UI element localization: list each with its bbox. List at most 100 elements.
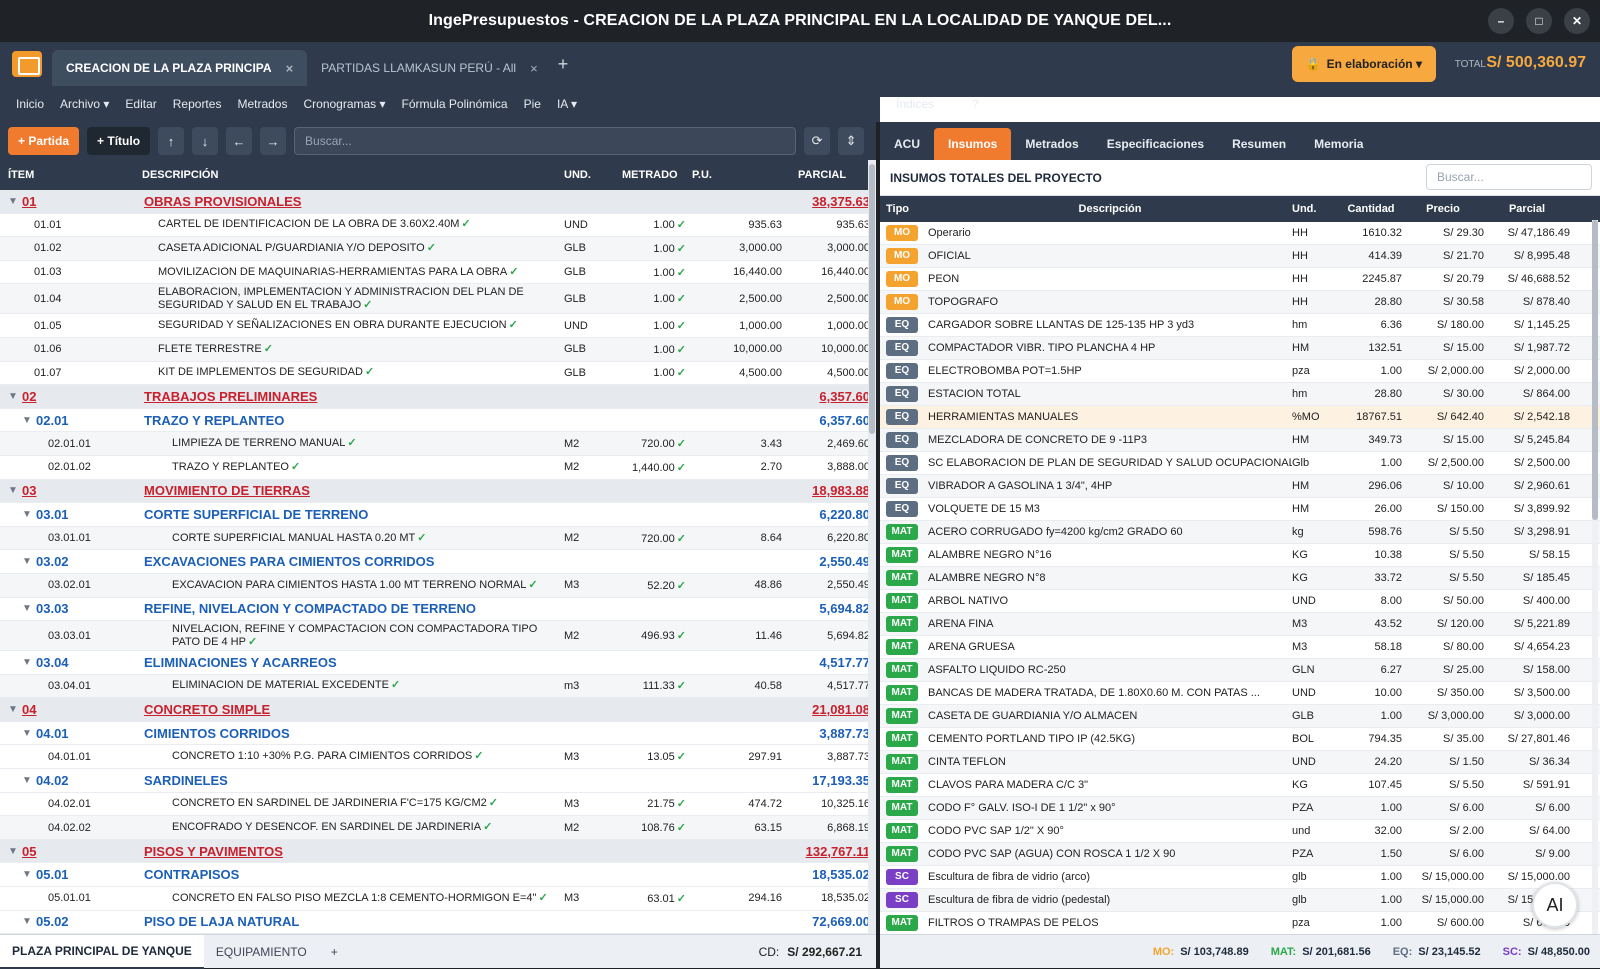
partida-row[interactable]: 01.04 ELABORACION, IMPLEMENTACION Y ADMIN… [0,284,876,315]
subchapter-row[interactable]: ▼ 03.04 ELIMINACIONES Y ACARREOS 4,517.77 [0,651,876,675]
chevron-down-icon[interactable]: ▼ [22,774,32,786]
indent-icon[interactable]: → [260,127,287,155]
outdent-icon[interactable]: ← [226,127,253,155]
menu-metrados[interactable]: Metrados [237,97,288,111]
subchapter-row[interactable]: ▼ 03.03 REFINE, NIVELACION Y COMPACTADO DE… [0,597,876,622]
tab-memoria[interactable]: Memoria [1314,137,1364,151]
budget-search-input[interactable]: Buscar... [294,127,797,155]
subchapter-row[interactable]: ▼ 04.02 SARDINELES 17,193.35 [0,769,876,793]
insumo-row[interactable]: MAT CODO PVC SAP 1/2" X 90° und 32.00 S/ 2.0… [880,820,1600,843]
menu-ia[interactable]: IA ▾ [556,97,577,111]
partida-row[interactable]: 04.02.01 CONCRETO EN SARDINEL DE JARDINER… [0,792,876,817]
chapter-row[interactable]: ▼ 02 TRABAJOS PRELIMINARES 6,357.60 [0,385,876,409]
move-down-icon[interactable]: ↓ [192,127,219,155]
move-up-icon[interactable]: ↑ [158,127,185,155]
insumo-row[interactable]: MAT CASETA DE GUARDIANIA Y/O ALMACEN GLB 1.… [880,705,1600,728]
insumos-search-input[interactable]: Buscar... [1426,164,1592,190]
partida-row[interactable]: 03.01.01 CORTE SUPERFICIAL MANUAL HASTA 0… [0,526,876,551]
insumo-row[interactable]: MAT ALAMBRE NEGRO N°16 KG 10.38 S/ 5.50 S/ 58… [880,544,1600,567]
insumo-row[interactable]: MAT FILTROS O TRAMPAS DE PELOS pza 1.00 S/ 6… [880,912,1600,935]
chapter-row[interactable]: ▼ 04 CONCRETO SIMPLE 21,081.08 [0,698,876,722]
chevron-down-icon[interactable]: ▼ [22,508,32,520]
add-titulo-button[interactable]: + Título [87,127,151,155]
chevron-down-icon[interactable]: ▼ [22,656,32,668]
insumo-row[interactable]: EQ ELECTROBOMBA POT=1.5HP pza 1.00 S/ 2,000.… [880,360,1600,383]
subchapter-row[interactable]: ▼ 02.01 TRAZO Y REPLANTEO 6,357.60 [0,408,876,433]
insumo-row[interactable]: EQ COMPACTADOR VIBR. TIPO PLANCHA 4 HP HM 1… [880,337,1600,360]
insumo-row[interactable]: MAT CODO F° GALV. ISO-I DE 1 1/2" x 90° PZ… [880,797,1600,820]
chevron-down-icon[interactable]: ▼ [8,704,18,716]
refresh-icon[interactable]: ⟳ [804,127,831,155]
add-partida-button[interactable]: + Partida [8,127,80,155]
insumo-row[interactable]: EQ VIBRADOR A GASOLINA 1 3/4", 4HP HM 296.0… [880,475,1600,498]
menu-pie[interactable]: Pie [523,97,541,111]
chevron-down-icon[interactable]: ▼ [22,727,32,739]
minimize-icon[interactable]: – [1488,8,1514,34]
insumo-row[interactable]: MAT ARENA GRUESA M3 58.18 S/ 80.00 S/ 4,654.2… [880,636,1600,659]
insumo-row[interactable]: EQ VOLQUETE DE 15 M3 HM 26.00 S/ 150.00 S/ 3,… [880,498,1600,521]
partida-row[interactable]: 01.05 SEGURIDAD Y SEÑALIZACIONES EN OBRA … [0,314,876,338]
subchapter-row[interactable]: ▼ 05.01 CONTRAPISOS 18,535.02 [0,863,876,888]
chevron-down-icon[interactable]: ▼ [8,390,18,402]
status-dropdown[interactable]: 🔒 En elaboración ▾ [1291,46,1436,82]
tab-especificaciones[interactable]: Especificaciones [1106,137,1205,151]
partida-row[interactable]: 01.07 KIT DE IMPLEMENTOS DE SEGURIDAD ✓ GLB… [0,361,876,386]
close-tab-icon[interactable]: × [530,60,538,76]
partida-row[interactable]: 02.01.02 TRAZO Y REPLANTEO ✓ M2 1,440.00 ✓ 2.7… [0,455,876,480]
subchapter-row[interactable]: ▼ 05.02 PISO DE LAJA NATURAL 72,669.00 [0,910,876,934]
partida-row[interactable]: 04.02.02 ENCOFRADO Y DESENCOF. EN SARDINE… [0,816,876,840]
menu-cronogramas[interactable]: Cronogramas ▾ [303,97,386,111]
insumo-row[interactable]: EQ MEZCLADORA DE CONCRETO DE 9 -11P3 HM 349… [880,429,1600,452]
chapter-row[interactable]: ▼ 05 PISOS Y PAVIMENTOS 132,767.11 [0,839,876,864]
insumos-scrollbar[interactable] [1592,220,1598,940]
insumo-row[interactable]: MAT ACERO CORRUGADO fy=4200 kg/cm2 GRADO … [880,521,1600,544]
doc-tab-plaza[interactable]: CREACION DE LA PLAZA PRINCIPA × [52,50,308,86]
chapter-row[interactable]: ▼ 01 OBRAS PROVISIONALES 38,375.63 [0,190,876,214]
insumo-row[interactable]: MAT BANCAS DE MADERA TRATADA, DE 1.80X0.6… [880,682,1600,705]
partida-row[interactable]: 04.01.01 CONCRETO 1:10 +30% P.G. PARA CIM… [0,745,876,770]
sheet-tab-equipamiento[interactable]: EQUIPAMIENTO [215,944,307,959]
insumo-row[interactable]: MAT CINTA TEFLON UND 24.20 S/ 1.50 S/ 36.34 [880,751,1600,774]
chevron-down-icon[interactable]: ▼ [8,845,18,857]
menu-editar[interactable]: Editar [125,97,157,111]
subchapter-row[interactable]: ▼ 03.01 CORTE SUPERFICIAL DE TERRENO 6,220.… [0,503,876,527]
tab-acu[interactable]: ACU [894,137,920,151]
new-tab-icon[interactable]: + [557,53,569,74]
chevron-down-icon[interactable]: ▼ [22,916,32,928]
insumo-row[interactable]: MAT ALAMBRE NEGRO N°8 KG 33.72 S/ 5.50 S/ 185… [880,567,1600,590]
insumo-row[interactable]: MAT ARENA FINA M3 43.52 S/ 120.00 S/ 5,221.89 [880,613,1600,636]
sheet-tab-plaza[interactable]: PLAZA PRINCIPAL DE YANQUE [0,934,204,969]
insumo-row[interactable]: EQ SC ELABORACION DE PLAN DE SEGURIDAD Y … [880,452,1600,475]
expand-collapse-icon[interactable]: ⇕ [838,127,865,155]
doc-tab-partidas[interactable]: PARTIDAS LLAMKASUN PERÚ - All × [307,50,552,86]
insumo-row[interactable]: MAT ASFALTO LIQUIDO RC-250 GLN 6.27 S/ 25.00… [880,659,1600,682]
partida-row[interactable]: 03.04.01 ELIMINACION DE MATERIAL EXCEDENT… [0,674,876,699]
insumo-row[interactable]: MAT CODO PVC SAP (AGUA) CON ROSCA 1 1/2 X… [880,843,1600,866]
insumo-row[interactable]: MO TOPOGRAFO HH 28.80 S/ 30.58 S/ 878.40 [880,291,1600,314]
close-tab-icon[interactable]: × [285,60,294,76]
tab-metrados[interactable]: Metrados [1025,137,1079,151]
partida-row[interactable]: 05.01.01 CONCRETO EN FALSO PISO MEZCLA 1:… [0,887,876,911]
ai-assistant-button[interactable]: AI [1532,882,1578,928]
partida-row[interactable]: 01.01 CARTEL DE IDENTIFICACION DE LA OBRA… [0,213,876,238]
partida-row[interactable]: 02.01.01 LIMPIEZA DE TERRENO MANUAL ✓ M2 720… [0,432,876,456]
add-sheet-icon[interactable]: + [330,944,338,959]
chevron-down-icon[interactable]: ▼ [22,556,32,568]
insumo-row[interactable]: MO OFICIAL HH 414.39 S/ 21.70 S/ 8,995.48 [880,245,1600,268]
insumo-row[interactable]: SC Escultura de fibra de vidrio (arco) glb… [880,866,1600,889]
insumo-row[interactable]: MAT CLAVOS PARA MADERA C/C 3" KG 107.45 S/ 5… [880,774,1600,797]
subchapter-row[interactable]: ▼ 03.02 EXCAVACIONES PARA CIMIENTOS CORRID… [0,550,876,574]
maximize-icon[interactable]: □ [1526,8,1552,34]
tab-insumos[interactable]: Insumos [934,128,1012,160]
insumo-row[interactable]: EQ ESTACION TOTAL hm 28.80 S/ 30.00 S/ 864.00 [880,383,1600,406]
insumo-row[interactable]: EQ HERRAMIENTAS MANUALES %MO 18767.51 S/ 642… [880,406,1600,429]
insumo-row[interactable]: EQ CARGADOR SOBRE LLANTAS DE 125-135 HP 3… [880,314,1600,337]
tab-resumen[interactable]: Resumen [1232,137,1287,151]
budget-scrollbar[interactable] [868,160,876,934]
insumo-row[interactable]: MAT ARBOL NATIVO UND 8.00 S/ 50.00 S/ 400.00 [880,590,1600,613]
partida-row[interactable]: 01.03 MOVILIZACION DE MAQUINARIAS-HERRAMI… [0,260,876,285]
chevron-down-icon[interactable]: ▼ [22,414,32,426]
insumo-row[interactable]: MO Operario HH 1610.32 S/ 29.30 S/ 47,186.49 [880,222,1600,245]
menu-reportes[interactable]: Reportes [172,97,222,111]
chevron-down-icon[interactable]: ▼ [22,869,32,881]
